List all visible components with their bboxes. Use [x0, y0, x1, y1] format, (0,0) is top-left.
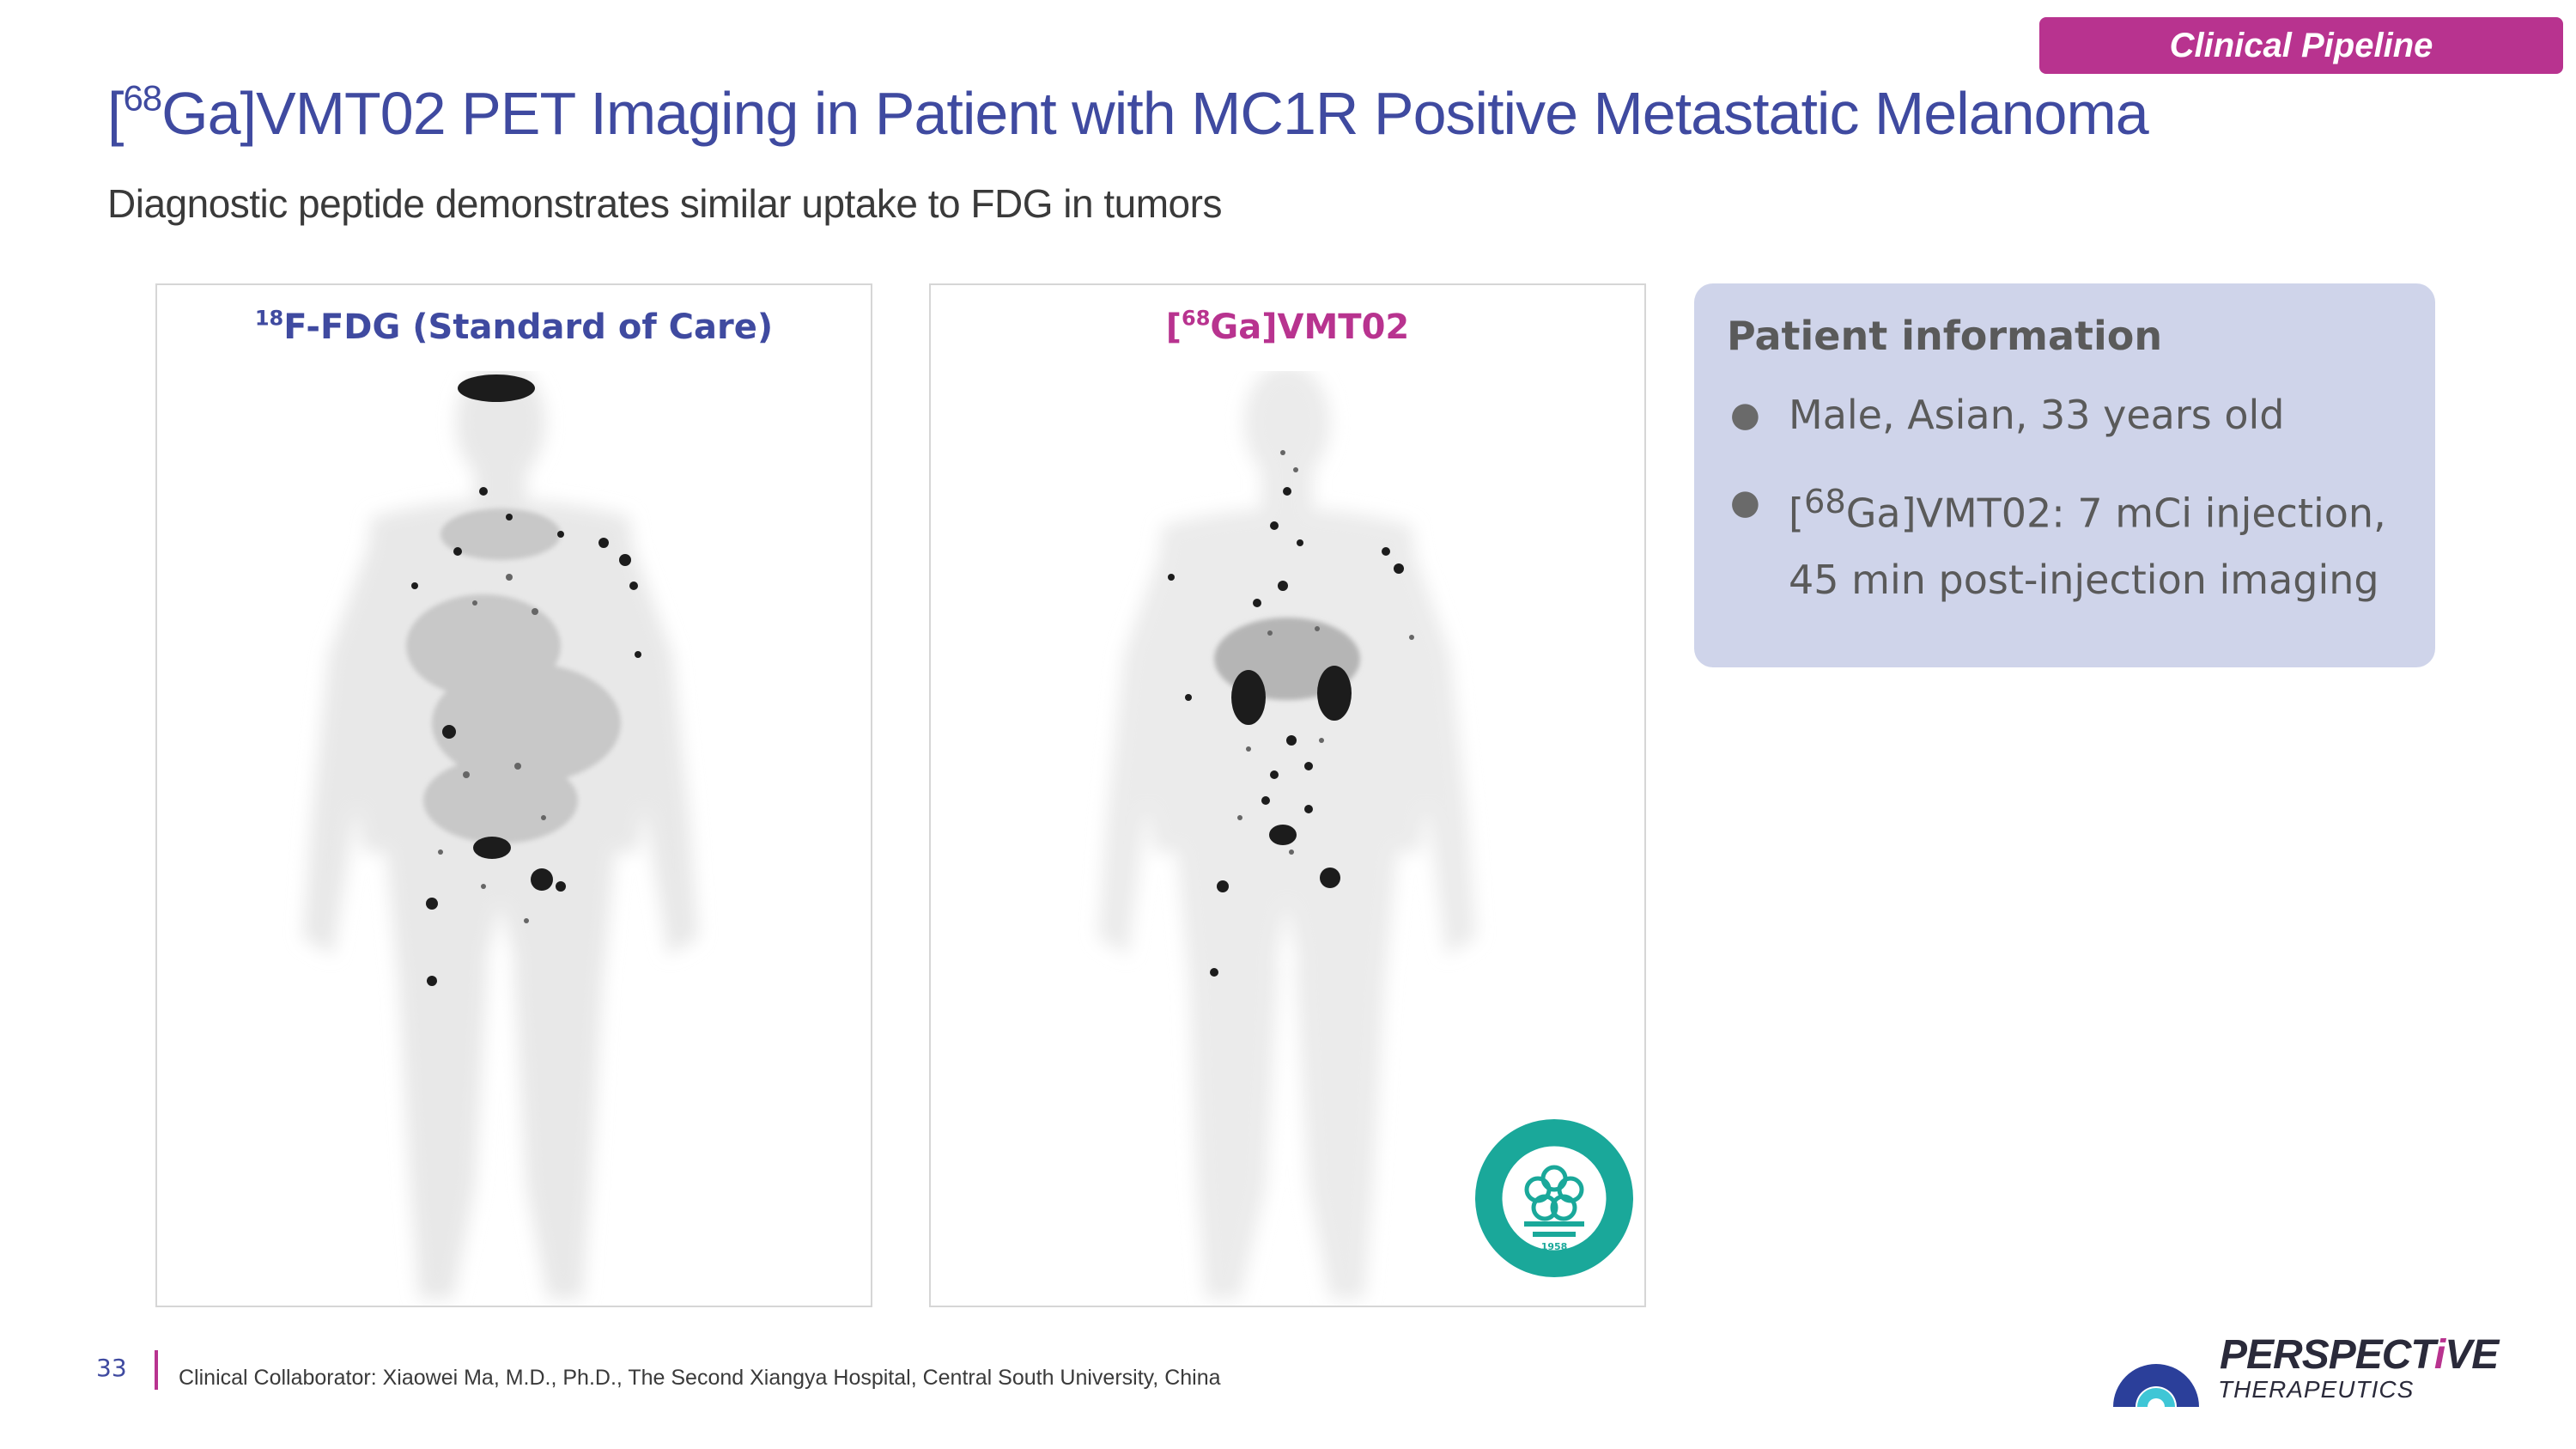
fdg-pet-scan-image	[303, 371, 698, 1299]
page-number: 33	[96, 1354, 127, 1382]
perspective-therapeutics-logo: PERSPECTiVE THERAPEUTICS	[2108, 1323, 2503, 1417]
patient-information-title: Patient information	[1727, 313, 2163, 359]
patient-info-bullet-2: ● [68Ga]VMT02: 7 mCi injection, 45 min p…	[1727, 469, 2403, 613]
footer-divider	[155, 1350, 158, 1390]
logo-wordmark: PERSPECTiVE	[2220, 1332, 2499, 1378]
slide-title: [68Ga]VMT02 PET Imaging in Patient with …	[107, 77, 2149, 147]
bullet-icon: ●	[1730, 483, 1760, 522]
bullet-icon: ●	[1730, 395, 1760, 435]
perspective-logo-icon	[2113, 1363, 2199, 1407]
fdg-panel-title: 18F-FDG (Standard of Care)	[254, 306, 774, 347]
vmt02-panel-title: [68Ga]VMT02	[1165, 306, 1410, 347]
patient-information-box: Patient information ● Male, Asian, 33 ye…	[1694, 283, 2435, 667]
seal-year: 1958	[1541, 1241, 1568, 1252]
patient-info-bullet-1: ● Male, Asian, 33 years old	[1727, 381, 2403, 448]
slide-subtitle: Diagnostic peptide demonstrates similar …	[107, 181, 1222, 226]
hospital-seal-logo: 1958	[1475, 1119, 1633, 1277]
logo-subtext: THERAPEUTICS	[2218, 1376, 2415, 1403]
patient-information-list: ● Male, Asian, 33 years old ● [68Ga]VMT0…	[1727, 381, 2403, 613]
fdg-image-panel: 18F-FDG (Standard of Care)	[155, 283, 872, 1307]
clinical-pipeline-tag: Clinical Pipeline	[2039, 17, 2563, 74]
footer-collaborator-text: Clinical Collaborator: Xiaowei Ma, M.D.,…	[179, 1366, 1221, 1390]
vmt02-pet-scan-image	[1098, 371, 1476, 1299]
vmt02-image-panel: [68Ga]VMT02	[929, 283, 1646, 1307]
